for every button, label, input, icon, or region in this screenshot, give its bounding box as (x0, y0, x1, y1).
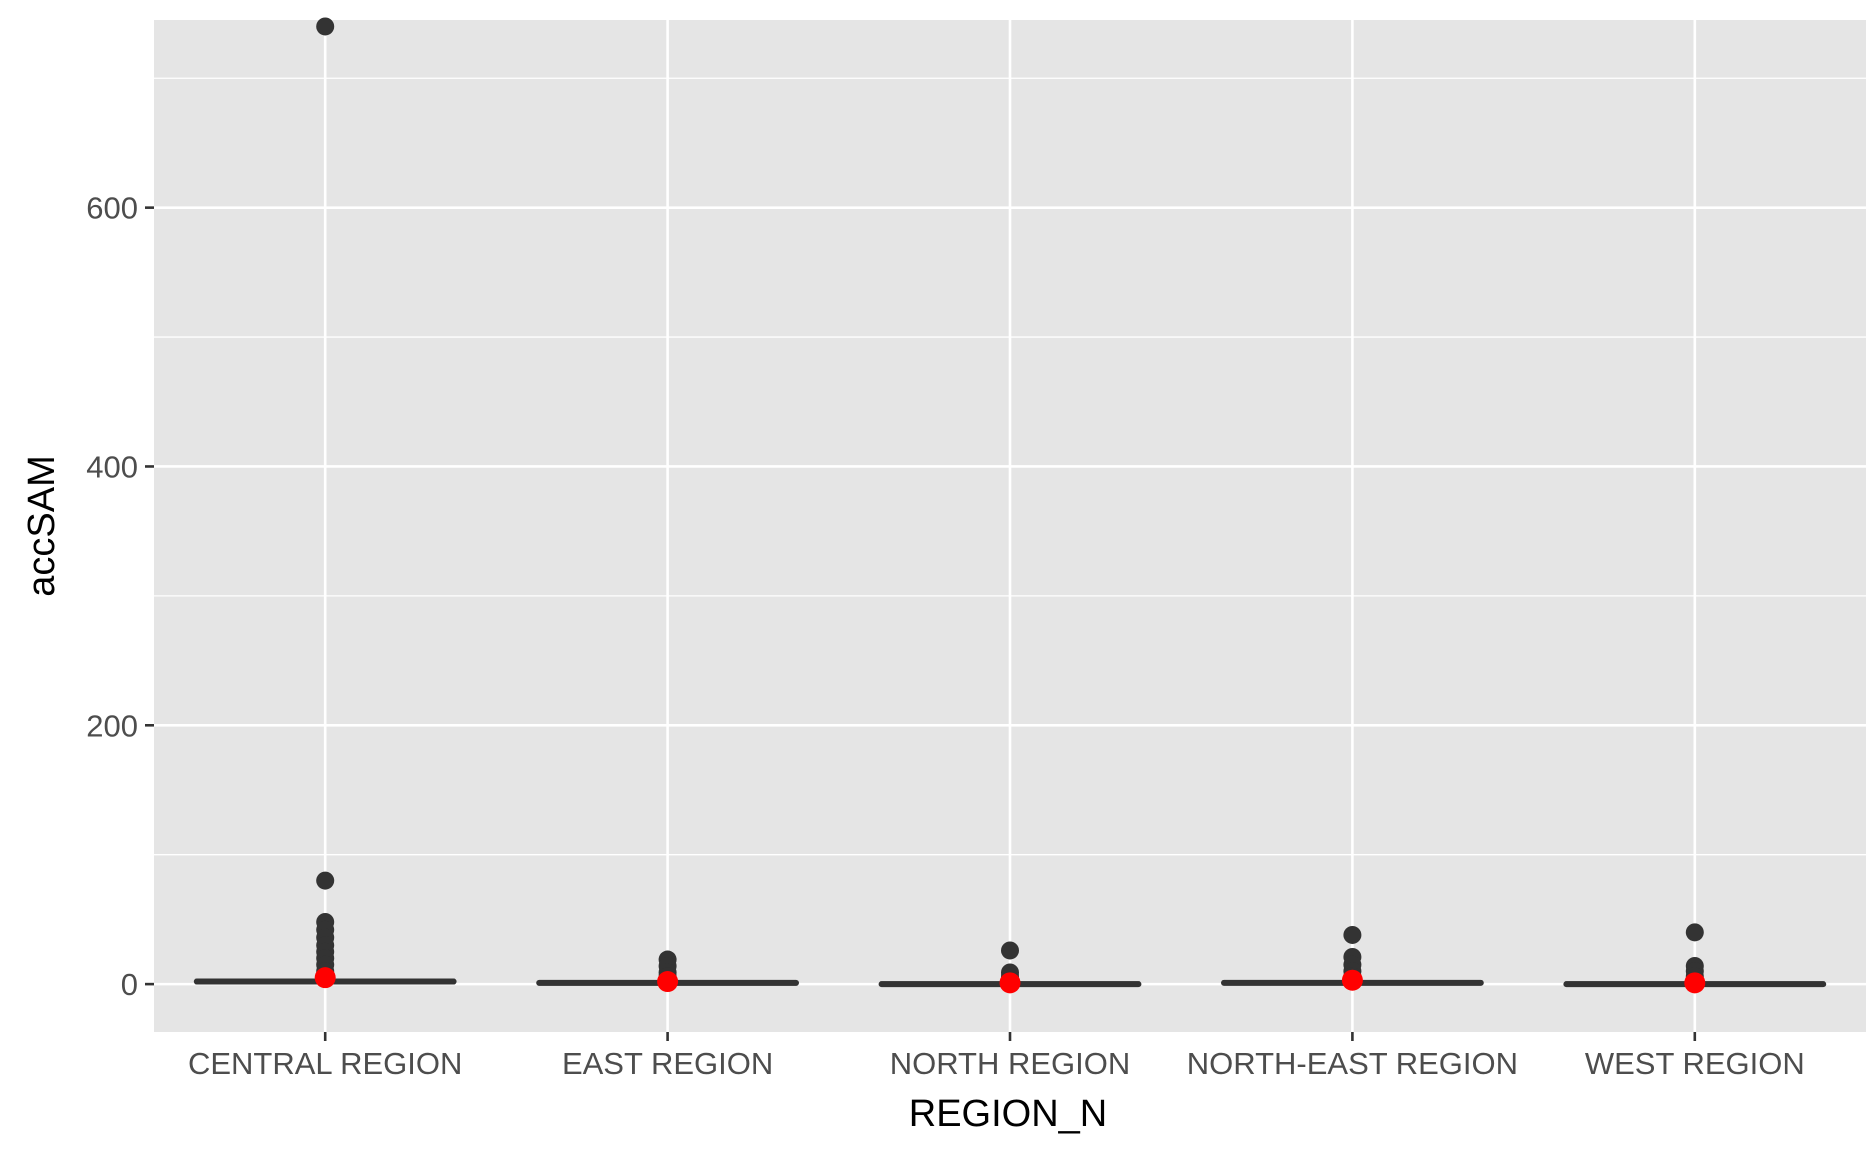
x-tick-label: CENTRAL REGION (188, 1046, 462, 1081)
box-group (1563, 923, 1827, 994)
x-tick-label: WEST REGION (1585, 1046, 1805, 1081)
y-tick-label: 200 (86, 708, 138, 743)
box-group (193, 17, 457, 989)
box-group (878, 941, 1142, 994)
box-group (536, 950, 799, 993)
boxes (193, 17, 1827, 994)
y-tick-label: 400 (86, 449, 138, 484)
box-group (1221, 925, 1484, 991)
x-tick-label: NORTH REGION (890, 1046, 1131, 1081)
outlier-point (1685, 923, 1704, 942)
major-gridlines (154, 20, 1866, 1032)
mean-point (314, 967, 336, 989)
outlier-point (1001, 941, 1019, 960)
outlier-point (316, 17, 335, 36)
y-axis-title: accSAM (21, 455, 63, 596)
x-axis: CENTRAL REGION EAST REGION NORTH REGION NOR… (188, 1032, 1805, 1081)
y-axis: 0 200 400 600 (86, 191, 154, 1002)
outlier-point (1343, 925, 1362, 944)
mean-point (1684, 972, 1706, 994)
x-tick-label: EAST REGION (562, 1046, 773, 1081)
mean-point (1341, 969, 1363, 991)
mean-point (999, 972, 1021, 994)
mean-point (657, 971, 679, 993)
y-tick-label: 0 (121, 967, 138, 1002)
x-tick-label: NORTH-EAST REGION (1187, 1046, 1518, 1081)
outlier-point (316, 871, 335, 890)
x-axis-title: REGION_N (909, 1093, 1107, 1135)
y-tick-label: 600 (86, 191, 138, 226)
